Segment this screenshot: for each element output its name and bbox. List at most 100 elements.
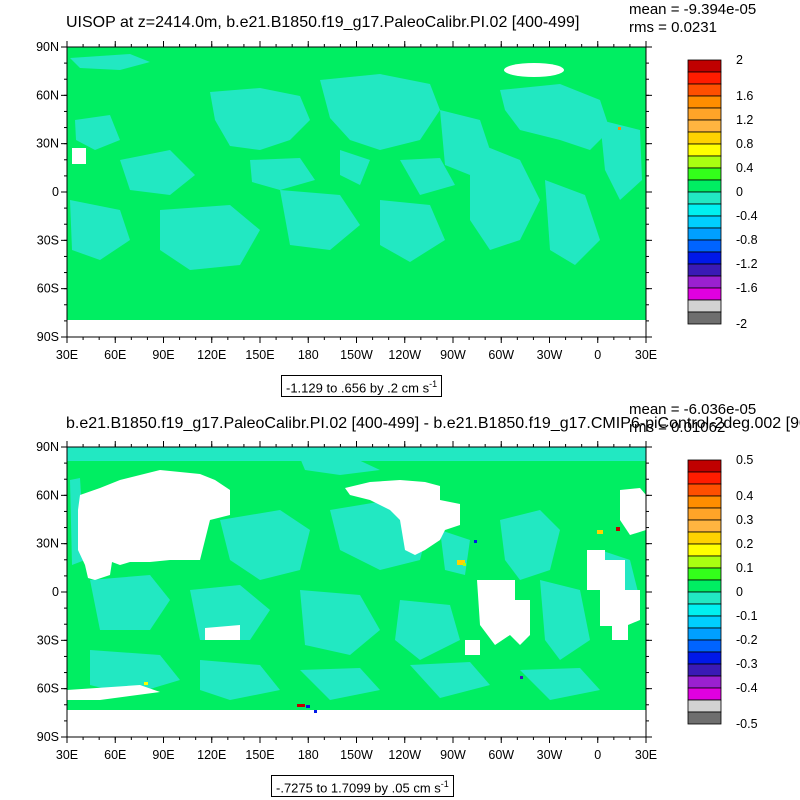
colorbar-swatch [687,119,722,133]
panel1-range-text: -1.129 to .656 by .2 cm s [286,380,430,396]
colorbar-swatch [687,687,722,701]
lon-tick-label: 120W [388,348,421,362]
colorbar-label: -0.1 [736,609,758,623]
panel2-range-unit-exponent: -1 [440,779,449,789]
colorbar-swatch [687,639,722,653]
panel2-title: b.e21.B1850.f19_g17.PaleoCalibr.PI.02 [4… [66,415,800,432]
colorbar-label: -0.4 [736,209,758,223]
lon-tick-label: 90E [152,348,174,362]
lat-tick-label: 0 [52,185,59,199]
colorbar-swatch [687,191,722,205]
lon-tick-label: 180 [298,348,319,362]
panel2-rms: rms = 0.01062 [629,419,726,436]
lon-tick-label: 30E [56,748,78,762]
colorbar-swatch [687,459,722,473]
colorbar-label: 0.4 [736,489,753,503]
colorbar-swatch [687,215,722,229]
colorbar-label: 0 [736,185,743,199]
panel2-range-text: -.7275 to 1.7099 by .05 cm s [276,780,441,796]
lat-tick-label: 90S [37,330,59,344]
lat-tick-label: 60N [36,488,59,502]
colorbar-label: 0.3 [736,513,753,527]
lat-tick-label: 90S [37,730,59,744]
colorbar-swatch [687,239,722,253]
panel1-masked-regions [67,63,646,337]
colorbar-swatch [687,59,722,73]
colorbar-swatch [687,579,722,593]
lon-tick-label: 120E [197,348,226,362]
colorbar-swatch [687,179,722,193]
lon-tick-label: 90W [440,348,466,362]
colorbar-swatch [687,299,722,313]
lon-tick-label: 30E [635,348,657,362]
panel2-range-box: -.7275 to 1.7099 by .05 cm s-1 [271,775,454,798]
panel2-map: 90N 60N 30N 0 30S 60S 90S 30E 60E 90E 120E 150E 180 1… [36,440,758,762]
lat-tick-label: 0 [52,585,59,599]
panel1-range-unit-exponent: -1 [429,379,438,389]
colorbar-label: 1.2 [736,113,753,127]
colorbar-label: -0.2 [736,633,758,647]
colorbar-label: -0.5 [736,717,758,731]
lon-tick-label: 30W [537,748,563,762]
colorbar-swatch [687,83,722,97]
colorbar-swatch [687,483,722,497]
colorbar-swatch [687,519,722,533]
lat-tick-label: 60N [36,88,59,102]
colorbar-swatch [687,615,722,629]
lon-tick-label: 120E [197,748,226,762]
colorbar-label: 2 [736,53,743,67]
colorbar-swatch [687,675,722,689]
lon-tick-label: 30W [537,348,563,362]
lon-tick-label: 60E [104,348,126,362]
panel1-ticks [61,41,652,343]
panel1-negative-anomaly-patches [70,54,642,270]
panel2-masked-regions [67,470,646,737]
colorbar-label: -0.4 [736,681,758,695]
panel1-tick-labels: 90N 60N 30N 0 30S 60S 90S 30E 60E 90E 120E 150E 180 1… [36,40,657,362]
colorbar-swatch [687,155,722,169]
colorbar-swatch [687,275,722,289]
panel1-colorbar: 2 1.6 1.2 0.8 0.4 0 -0.4 -0.8 -1.2 -1.6 -2 [687,53,758,331]
colorbar-label: 0.2 [736,537,753,551]
lon-tick-label: 0 [594,348,601,362]
colorbar-swatch [687,107,722,121]
colorbar-swatch [687,251,722,265]
colorbar-swatch [687,167,722,181]
lon-tick-label: 90E [152,748,174,762]
colorbar-label: 0.8 [736,137,753,151]
panel1-map: 90N 60N 30N 0 30S 60S 90S 30E 60E 90E 120E 150E 180 1… [36,40,758,362]
panel1-mean: mean = -9.394e-05 [629,1,757,18]
lon-tick-label: 150E [245,348,274,362]
lon-tick-label: 30E [635,748,657,762]
colorbar-swatch [687,543,722,557]
panel2-ticks [61,441,652,743]
colorbar-swatch [687,555,722,569]
lon-tick-label: 150W [340,348,373,362]
colorbar-swatch [687,663,722,677]
panel2-negative-anomaly-patches [67,447,646,700]
lat-tick-label: 90N [36,40,59,54]
colorbar-swatch [687,71,722,85]
lon-tick-label: 150W [340,748,373,762]
colorbar-label: -2 [736,317,747,331]
colorbar-label: 1.6 [736,89,753,103]
lat-tick-label: 30N [36,137,59,151]
lon-tick-label: 30E [56,348,78,362]
lon-tick-label: 60W [488,748,514,762]
lon-tick-label: 180 [298,748,319,762]
colorbar-swatch [687,311,722,325]
colorbar-swatch [687,287,722,301]
panel2-tick-labels: 90N 60N 30N 0 30S 60S 90S 30E 60E 90E 120E 150E 180 1… [36,440,657,762]
lon-tick-label: 90W [440,748,466,762]
colorbar-swatch [687,567,722,581]
lon-tick-label: 150E [245,748,274,762]
lon-tick-label: 120W [388,748,421,762]
colorbar-swatch [687,531,722,545]
colorbar-swatch [687,131,722,145]
colorbar-swatch [687,507,722,521]
panel1-rms: rms = 0.0231 [629,19,717,36]
lat-tick-label: 60S [37,682,59,696]
colorbar-label: -0.3 [736,657,758,671]
colorbar-label: 0.1 [736,561,753,575]
colorbar-label: 0.4 [736,161,753,175]
